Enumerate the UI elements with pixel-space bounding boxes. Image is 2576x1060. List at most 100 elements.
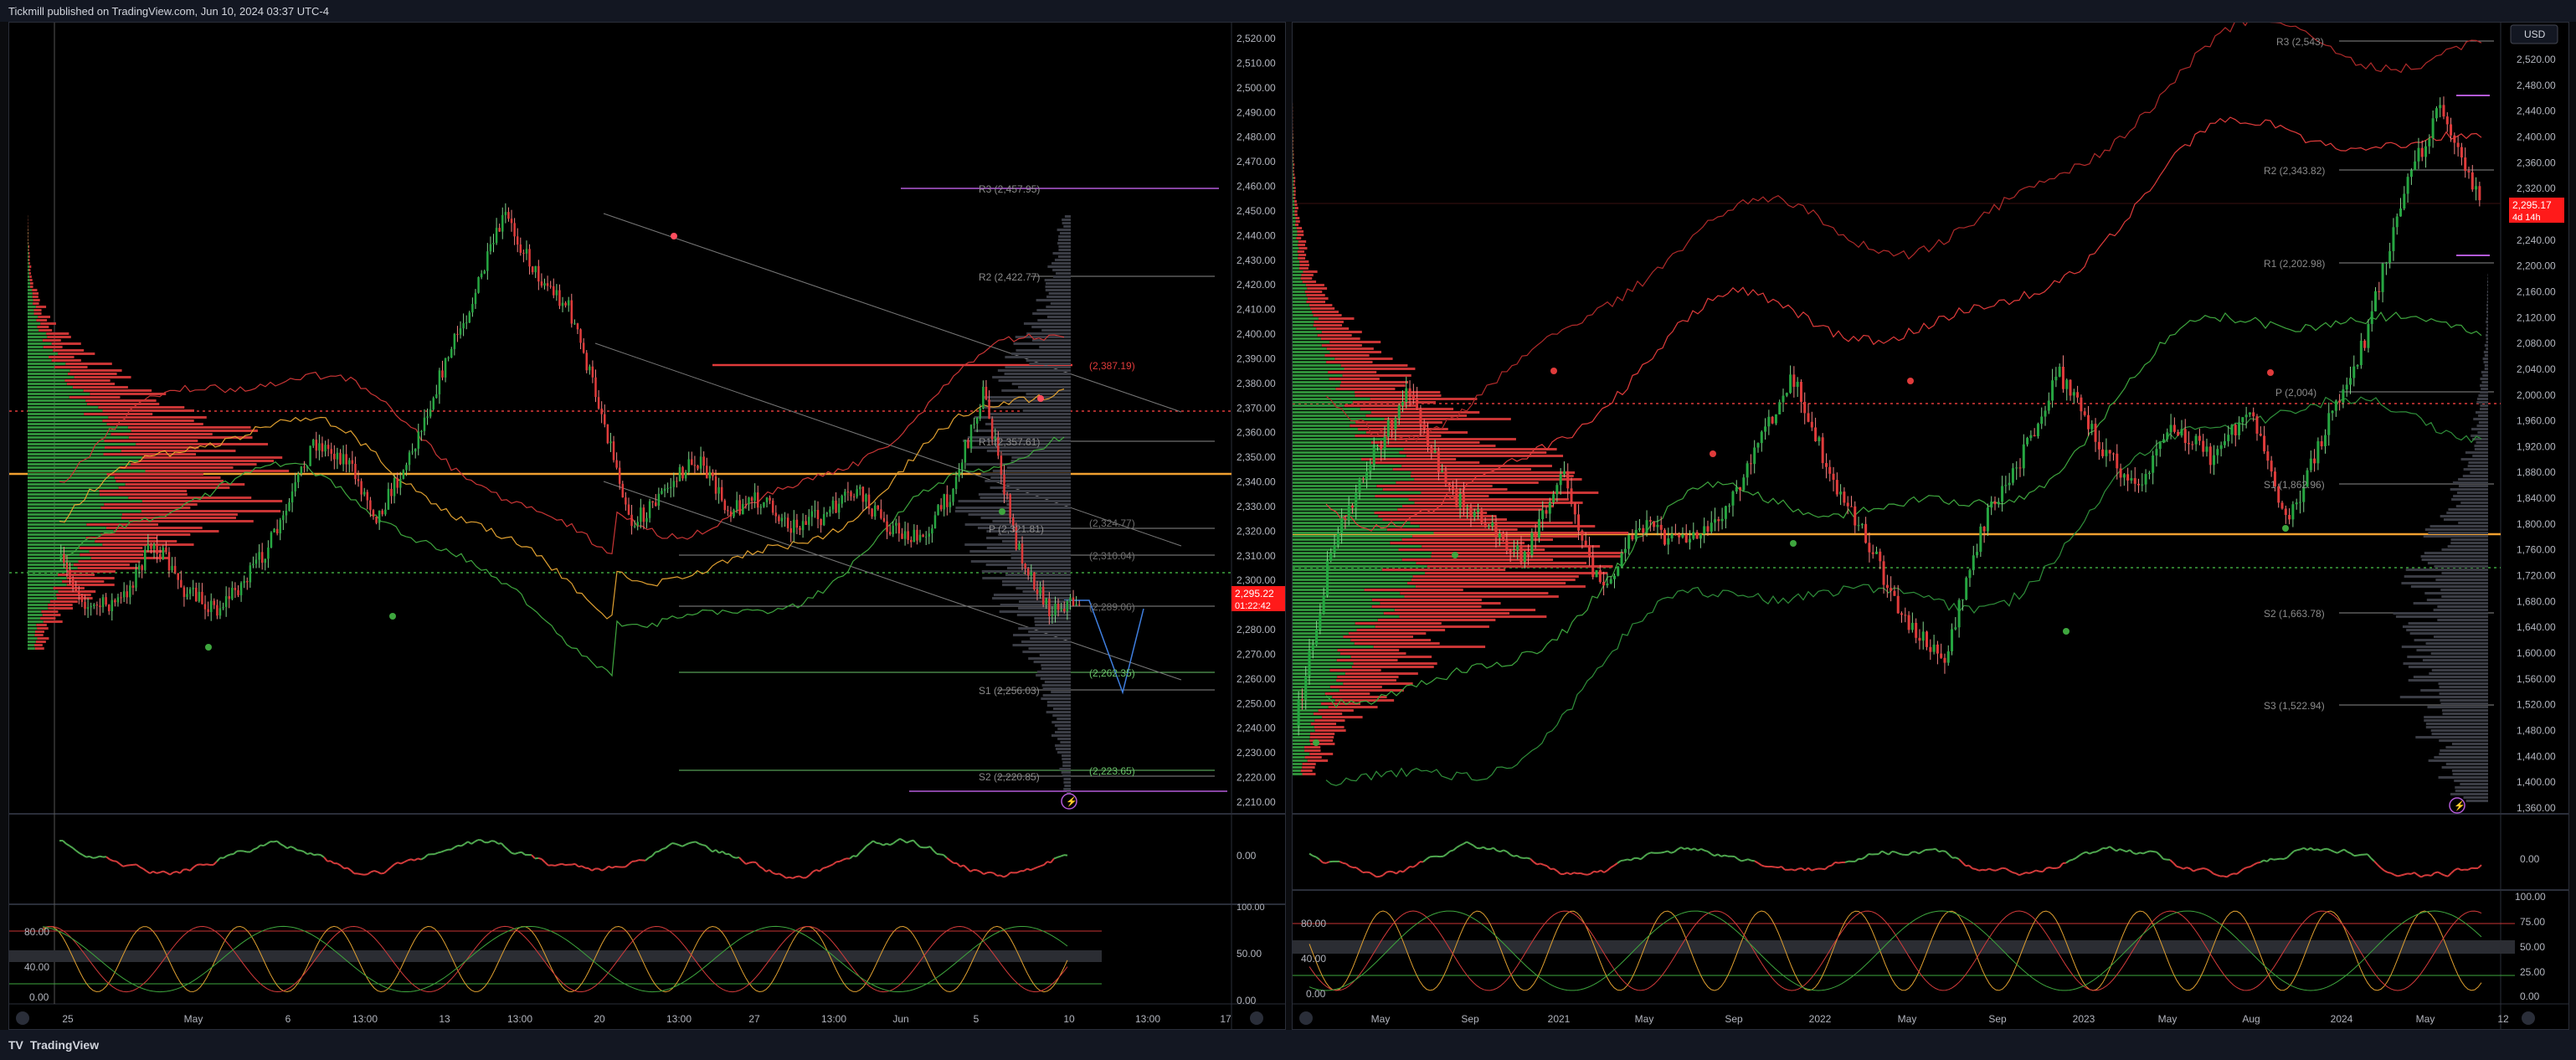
candle-body [351,460,354,464]
candle-body [1900,613,1904,615]
osc-segment [742,860,747,865]
candle-body [1483,522,1487,527]
volume-bar-up [28,453,104,455]
session-volume-bar [2455,786,2488,789]
osc-segment [2005,867,2010,872]
session-volume-bar [1031,339,1071,342]
channel-upper[interactable] [603,213,1182,413]
currency-button[interactable] [2510,24,2558,44]
candle-body [1427,428,1430,447]
tradingview-brand[interactable]: TV TradingView [8,1038,99,1052]
timezone-icon[interactable] [1299,1011,1313,1025]
candle-body [1860,523,1864,526]
chart-pane-right[interactable]: R3 (2,543) R2 (2,343.82) R1 (2,202.98) P… [1292,22,2569,1030]
osc-segment [1667,850,1672,854]
session-volume-bar [1006,466,1071,469]
osc-segment [1962,862,1967,867]
candle-body [873,505,877,517]
channel-lower[interactable] [603,481,1182,681]
volume-bar-up [28,332,47,335]
price-axis[interactable]: 2,520.002,510.002,500.002,490.002,480.00… [1237,33,1276,808]
session-volume-bar [2484,368,2488,370]
session-volume-bar [1015,349,1071,352]
osc-segment [956,862,961,867]
session-volume-bar [2425,723,2488,725]
price-axis-label: 2,520.00 [2517,54,2556,65]
alert-icon[interactable] [2449,797,2465,814]
candle-body [275,528,279,534]
candle-body [2316,441,2320,464]
session-volume-bar [1046,316,1071,318]
osc-segment [517,851,522,854]
candlestick-series[interactable] [59,203,1081,625]
osc-segment [531,854,536,860]
session-volume-bar [990,476,1071,479]
auto-scale-icon[interactable] [2522,1011,2535,1025]
time-axis[interactable]: 25 May 6 13:00 13 13:00 20 13:00 27 13:00 Jun 5 10 13… [62,1013,1231,1025]
candle-body [270,532,273,548]
session-volume-bar [1046,296,1071,298]
candle-body [1455,489,1458,508]
candle-body [2111,453,2115,455]
volume-bar-down [1370,411,1480,414]
candle-body [2155,449,2158,455]
volume-bar-down [34,630,44,633]
session-volume-bar [2481,371,2488,373]
candle-body [1821,437,1824,464]
osc-segment [581,865,586,869]
stoch-line [1309,910,2482,991]
osc-segment [916,843,921,848]
osc-segment [795,875,800,878]
alert-icon[interactable] [1061,793,1077,810]
volume-bar-down [28,259,30,261]
volume-bar-down [111,433,213,435]
volume-bar-down [1398,548,1545,551]
time-axis[interactable]: May Sep 2021 May Sep 2022 May Sep 2023 May Aug 2024… [1371,1013,2509,1025]
osc-segment [1503,849,1508,853]
volume-bar-up [28,409,103,412]
osc-segment [300,849,305,853]
candle-body [297,473,300,482]
auto-scale-icon[interactable] [1250,1011,1263,1025]
volume-bar-down [1329,351,1382,353]
oscillator-line [59,837,1068,879]
signal-dots [1313,368,2289,746]
osc-segment [648,855,653,859]
session-volume-bar [1031,326,1071,328]
timezone-icon[interactable] [16,1011,29,1025]
volume-bar-up [28,476,115,479]
session-volume-bar [978,493,1071,496]
session-volume-bar [2477,431,2488,434]
volume-bar-down [1301,274,1314,276]
osc-segment [1050,857,1055,863]
osc-segment [1543,863,1548,867]
left-chart-canvas[interactable]: R3 (2,457.95) R2 (2,422.77) (2,387.19) R… [9,23,1286,1030]
volume-bar-up [28,299,33,301]
channel-mid[interactable] [594,342,1182,547]
price-axis[interactable]: 2,520.002,480.002,440.002,400.002,360.00… [2517,54,2556,814]
volume-bar-up [1293,575,1413,578]
volume-bar-down [99,490,188,492]
osc-segment [1412,864,1417,868]
osc-segment [474,839,479,843]
candle-body [1778,402,1782,414]
osc-segment [1781,866,1786,871]
volume-bar-down [1416,562,1586,564]
chart-pane-left[interactable]: R3 (2,457.95) R2 (2,422.77) (2,387.19) R… [8,22,1286,1030]
session-volume-bar [1063,781,1071,784]
candle-body [1350,505,1354,508]
candle-body [86,607,90,610]
candlestick-series[interactable] [1297,96,2481,736]
price-axis-label: 2,040.00 [2517,363,2556,375]
candle-body [2072,392,2075,396]
candle-body [1678,534,1681,538]
osc-segment [494,840,499,845]
candle-body [1444,471,1447,484]
candle-body [504,212,507,215]
candle-body [630,514,633,527]
volume-bar-down [1342,374,1411,377]
right-chart-canvas[interactable]: R3 (2,543) R2 (2,343.82) R1 (2,202.98) P… [1293,23,2569,1030]
osc-segment [1864,853,1869,858]
candle-body [1656,524,1659,527]
session-volume-bar [1059,232,1071,234]
